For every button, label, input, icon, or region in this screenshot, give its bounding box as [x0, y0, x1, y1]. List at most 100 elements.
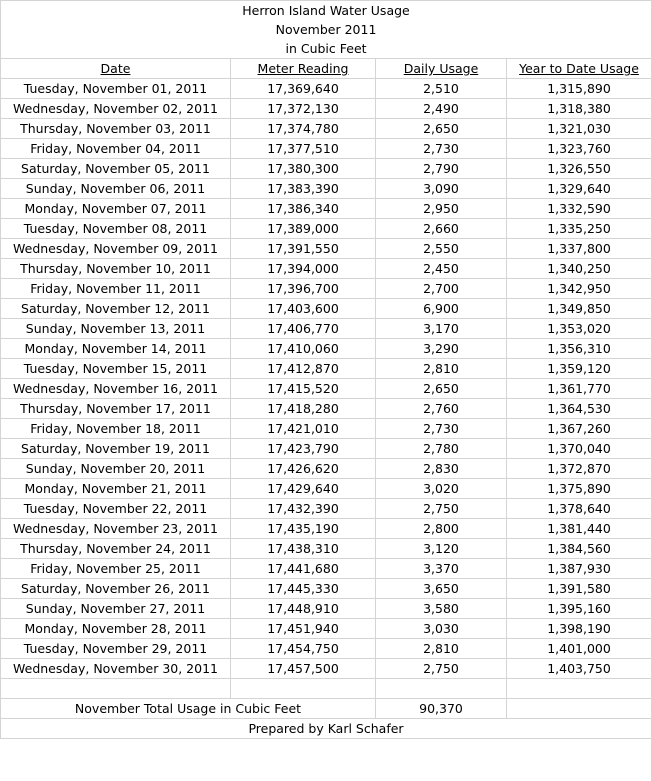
cell-daily-usage[interactable]: 2,780: [375, 438, 507, 459]
empty-cell[interactable]: [505, 698, 651, 719]
cell-meter-reading[interactable]: 17,412,870: [230, 358, 376, 379]
cell-date[interactable]: Sunday, November 06, 2011: [0, 178, 231, 199]
empty-cell[interactable]: [0, 678, 231, 699]
cell-date[interactable]: Tuesday, November 01, 2011: [0, 78, 231, 99]
cell-meter-reading[interactable]: 17,369,640: [230, 78, 376, 99]
cell-meter-reading[interactable]: 17,418,280: [230, 398, 376, 419]
cell-ytd-usage[interactable]: 1,332,590: [505, 198, 651, 219]
cell-meter-reading[interactable]: 17,429,640: [230, 478, 376, 499]
cell-daily-usage[interactable]: 2,750: [375, 498, 507, 519]
cell-meter-reading[interactable]: 17,457,500: [230, 658, 376, 679]
cell-date[interactable]: Saturday, November 19, 2011: [0, 438, 231, 459]
cell-date[interactable]: Sunday, November 27, 2011: [0, 598, 231, 619]
cell-ytd-usage[interactable]: 1,391,580: [505, 578, 651, 599]
cell-meter-reading[interactable]: 17,383,390: [230, 178, 376, 199]
cell-ytd-usage[interactable]: 1,342,950: [505, 278, 651, 299]
cell-meter-reading[interactable]: 17,423,790: [230, 438, 376, 459]
cell-meter-reading[interactable]: 17,445,330: [230, 578, 376, 599]
cell-daily-usage[interactable]: 2,810: [375, 638, 507, 659]
cell-ytd-usage[interactable]: 1,359,120: [505, 358, 651, 379]
cell-ytd-usage[interactable]: 1,398,190: [505, 618, 651, 639]
cell-daily-usage[interactable]: 3,030: [375, 618, 507, 639]
cell-meter-reading[interactable]: 17,406,770: [230, 318, 376, 339]
cell-ytd-usage[interactable]: 1,356,310: [505, 338, 651, 359]
cell-date[interactable]: Wednesday, November 02, 2011: [0, 98, 231, 119]
cell-ytd-usage[interactable]: 1,384,560: [505, 538, 651, 559]
cell-daily-usage[interactable]: 2,450: [375, 258, 507, 279]
cell-meter-reading[interactable]: 17,432,390: [230, 498, 376, 519]
cell-date[interactable]: Tuesday, November 22, 2011: [0, 498, 231, 519]
cell-date[interactable]: Sunday, November 13, 2011: [0, 318, 231, 339]
cell-meter-reading[interactable]: 17,391,550: [230, 238, 376, 259]
cell-date[interactable]: Thursday, November 03, 2011: [0, 118, 231, 139]
cell-meter-reading[interactable]: 17,454,750: [230, 638, 376, 659]
cell-daily-usage[interactable]: 2,760: [375, 398, 507, 419]
cell-date[interactable]: Monday, November 14, 2011: [0, 338, 231, 359]
cell-daily-usage[interactable]: 3,370: [375, 558, 507, 579]
cell-ytd-usage[interactable]: 1,340,250: [505, 258, 651, 279]
cell-daily-usage[interactable]: 2,810: [375, 358, 507, 379]
cell-daily-usage[interactable]: 2,700: [375, 278, 507, 299]
cell-daily-usage[interactable]: 3,090: [375, 178, 507, 199]
cell-meter-reading[interactable]: 17,380,300: [230, 158, 376, 179]
cell-daily-usage[interactable]: 2,660: [375, 218, 507, 239]
cell-ytd-usage[interactable]: 1,337,800: [505, 238, 651, 259]
cell-date[interactable]: Thursday, November 24, 2011: [0, 538, 231, 559]
total-label[interactable]: November Total Usage in Cubic Feet: [0, 698, 376, 719]
cell-meter-reading[interactable]: 17,448,910: [230, 598, 376, 619]
cell-daily-usage[interactable]: 2,950: [375, 198, 507, 219]
cell-meter-reading[interactable]: 17,426,620: [230, 458, 376, 479]
empty-cell[interactable]: [230, 678, 376, 699]
cell-date[interactable]: Tuesday, November 15, 2011: [0, 358, 231, 379]
cell-date[interactable]: Tuesday, November 08, 2011: [0, 218, 231, 239]
cell-meter-reading[interactable]: 17,421,010: [230, 418, 376, 439]
cell-meter-reading[interactable]: 17,372,130: [230, 98, 376, 119]
cell-ytd-usage[interactable]: 1,381,440: [505, 518, 651, 539]
cell-meter-reading[interactable]: 17,403,600: [230, 298, 376, 319]
cell-date[interactable]: Wednesday, November 30, 2011: [0, 658, 231, 679]
cell-ytd-usage[interactable]: 1,387,930: [505, 558, 651, 579]
cell-date[interactable]: Saturday, November 05, 2011: [0, 158, 231, 179]
header-date[interactable]: Date: [0, 58, 231, 79]
cell-meter-reading[interactable]: 17,386,340: [230, 198, 376, 219]
cell-ytd-usage[interactable]: 1,395,160: [505, 598, 651, 619]
cell-date[interactable]: Wednesday, November 09, 2011: [0, 238, 231, 259]
prepared-by[interactable]: Prepared by Karl Schafer: [0, 718, 651, 739]
cell-date[interactable]: Monday, November 28, 2011: [0, 618, 231, 639]
cell-meter-reading[interactable]: 17,389,000: [230, 218, 376, 239]
cell-daily-usage[interactable]: 2,510: [375, 78, 507, 99]
cell-ytd-usage[interactable]: 1,329,640: [505, 178, 651, 199]
cell-ytd-usage[interactable]: 1,349,850: [505, 298, 651, 319]
cell-date[interactable]: Monday, November 21, 2011: [0, 478, 231, 499]
cell-meter-reading[interactable]: 17,410,060: [230, 338, 376, 359]
cell-date[interactable]: Thursday, November 17, 2011: [0, 398, 231, 419]
cell-daily-usage[interactable]: 3,290: [375, 338, 507, 359]
cell-daily-usage[interactable]: 3,580: [375, 598, 507, 619]
cell-date[interactable]: Sunday, November 20, 2011: [0, 458, 231, 479]
cell-meter-reading[interactable]: 17,374,780: [230, 118, 376, 139]
header-meter-reading[interactable]: Meter Reading: [230, 58, 376, 79]
cell-meter-reading[interactable]: 17,435,190: [230, 518, 376, 539]
cell-ytd-usage[interactable]: 1,321,030: [505, 118, 651, 139]
cell-ytd-usage[interactable]: 1,364,530: [505, 398, 651, 419]
cell-daily-usage[interactable]: 2,550: [375, 238, 507, 259]
cell-daily-usage[interactable]: 6,900: [375, 298, 507, 319]
cell-daily-usage[interactable]: 2,790: [375, 158, 507, 179]
cell-ytd-usage[interactable]: 1,318,380: [505, 98, 651, 119]
cell-ytd-usage[interactable]: 1,315,890: [505, 78, 651, 99]
cell-meter-reading[interactable]: 17,394,000: [230, 258, 376, 279]
cell-meter-reading[interactable]: 17,441,680: [230, 558, 376, 579]
empty-cell[interactable]: [375, 678, 507, 699]
cell-meter-reading[interactable]: 17,415,520: [230, 378, 376, 399]
header-ytd-usage[interactable]: Year to Date Usage: [505, 58, 651, 79]
cell-ytd-usage[interactable]: 1,372,870: [505, 458, 651, 479]
cell-ytd-usage[interactable]: 1,367,260: [505, 418, 651, 439]
cell-daily-usage[interactable]: 3,650: [375, 578, 507, 599]
cell-ytd-usage[interactable]: 1,335,250: [505, 218, 651, 239]
cell-date[interactable]: Tuesday, November 29, 2011: [0, 638, 231, 659]
header-daily-usage[interactable]: Daily Usage: [375, 58, 507, 79]
cell-date[interactable]: Thursday, November 10, 2011: [0, 258, 231, 279]
total-value[interactable]: 90,370: [375, 698, 507, 719]
cell-date[interactable]: Saturday, November 26, 2011: [0, 578, 231, 599]
cell-daily-usage[interactable]: 3,170: [375, 318, 507, 339]
